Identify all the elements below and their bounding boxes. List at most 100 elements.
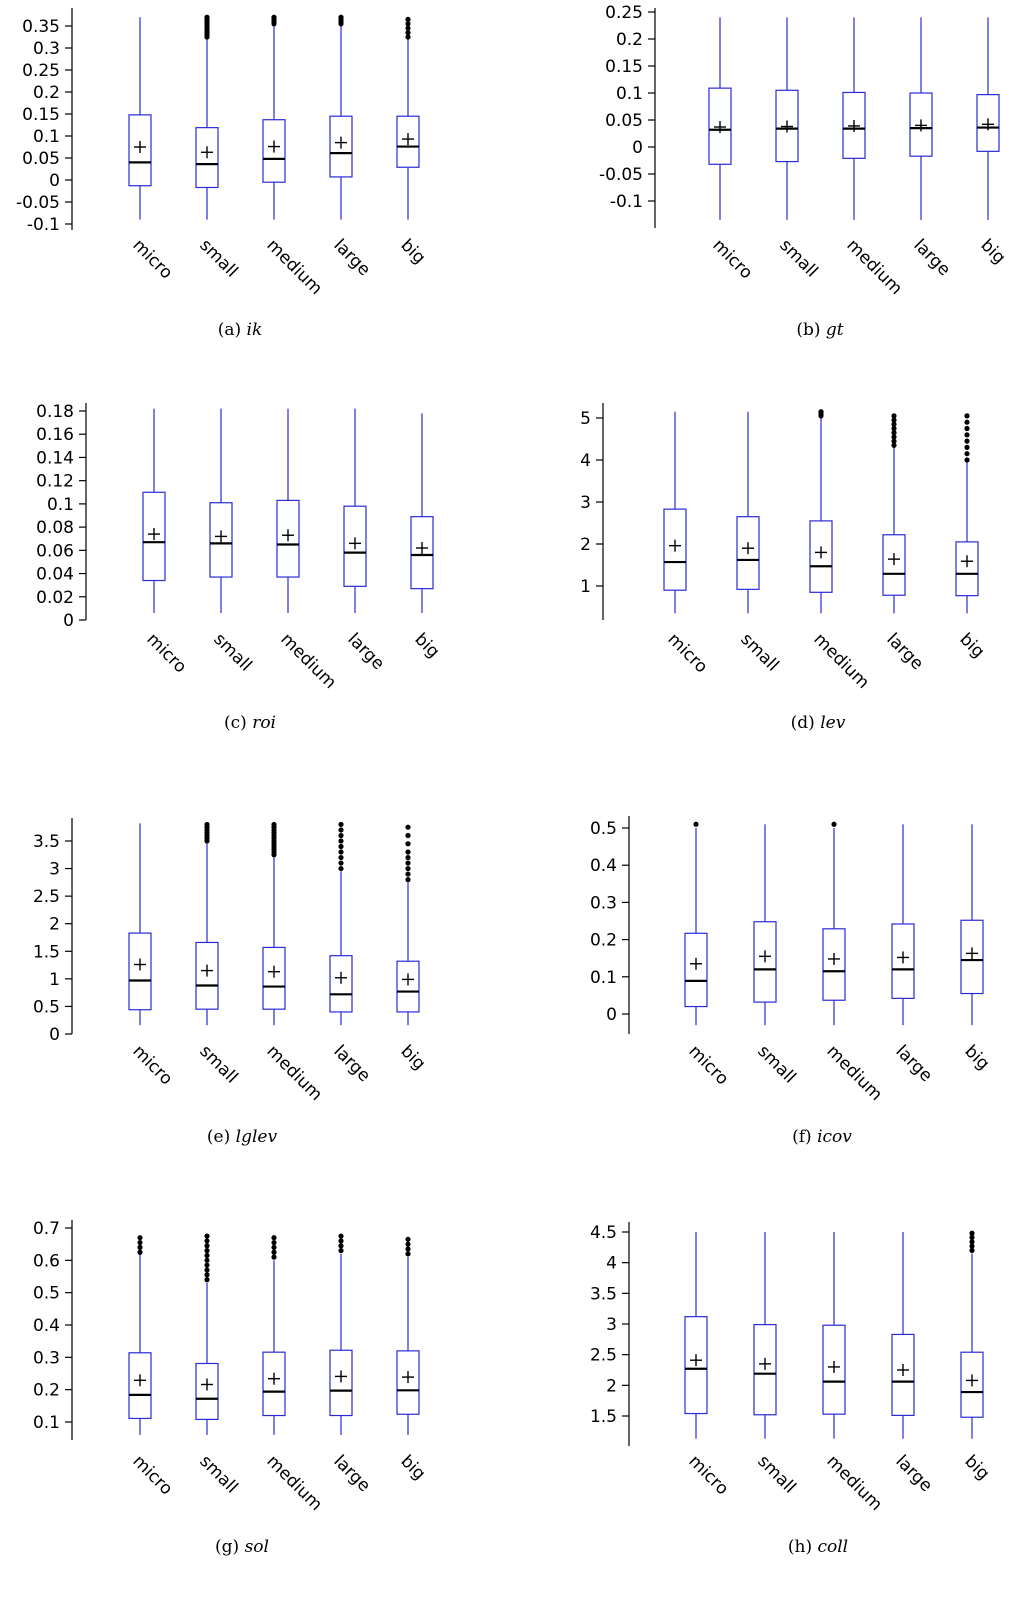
y-tick-label: 0.5 bbox=[590, 819, 617, 839]
panel-h: 1.5 2 2.5 3 3.5 4 4.5 micro small medium large big (… bbox=[590, 1222, 993, 1557]
outlier-point bbox=[891, 434, 897, 440]
category-label: medium bbox=[262, 1041, 326, 1105]
outlier-point bbox=[405, 860, 411, 866]
iqr-box bbox=[955, 541, 979, 597]
outlier-point bbox=[338, 1233, 344, 1239]
category-label: big bbox=[960, 1451, 993, 1484]
box-big: big bbox=[955, 413, 988, 662]
caption-variable: gt bbox=[826, 320, 844, 340]
outlier-point bbox=[271, 1239, 277, 1246]
category-label: big bbox=[410, 629, 443, 662]
category-label: medium bbox=[822, 1451, 886, 1515]
panel-b: -0.1 -0.05 0 0.05 0.1 0.15 0.2 0.25 micro small me… bbox=[599, 3, 1009, 340]
outlier-point bbox=[204, 1267, 210, 1273]
category-label: small bbox=[775, 235, 821, 281]
category-label: micro bbox=[708, 235, 756, 283]
iqr-box bbox=[842, 91, 866, 159]
outlier-point bbox=[964, 444, 970, 450]
y-tick-label: 0 bbox=[49, 1025, 60, 1045]
category-label: big bbox=[396, 1451, 429, 1484]
outlier-point bbox=[405, 841, 411, 847]
iqr-box bbox=[708, 87, 732, 165]
caption-prefix: (f) bbox=[792, 1127, 812, 1147]
box-big: big bbox=[396, 1236, 429, 1484]
y-tick-label: 1 bbox=[49, 970, 60, 990]
outlier-point bbox=[338, 827, 344, 833]
box-large: large bbox=[329, 821, 374, 1086]
category-label: micro bbox=[142, 629, 190, 677]
y-tick-label: 0.1 bbox=[590, 968, 617, 988]
panel-caption: (c) roi bbox=[224, 713, 276, 733]
panel-caption: (h) coll bbox=[788, 1537, 848, 1557]
outlier-point bbox=[338, 865, 344, 872]
y-tick-label: 0.3 bbox=[590, 893, 617, 913]
iqr-box bbox=[128, 114, 152, 187]
category-label: large bbox=[329, 1451, 374, 1496]
iqr-box bbox=[128, 1352, 152, 1420]
iqr-box bbox=[276, 499, 300, 578]
outlier-point bbox=[405, 824, 411, 830]
outlier-point bbox=[964, 413, 970, 419]
outlier-point bbox=[405, 1251, 411, 1257]
outlier-point bbox=[405, 16, 411, 22]
outlier-point bbox=[964, 425, 970, 432]
y-tick-label: 3.5 bbox=[33, 832, 60, 852]
category-label: micro bbox=[128, 235, 176, 283]
outlier-point bbox=[204, 1272, 210, 1278]
outlier-point bbox=[204, 1277, 210, 1283]
caption-prefix: (d) bbox=[791, 713, 815, 733]
box-big: big bbox=[960, 1230, 993, 1484]
iqr-box bbox=[822, 928, 846, 1001]
panel-g: 0.1 0.2 0.3 0.4 0.5 0.6 0.7 micro small medium lar… bbox=[33, 1219, 429, 1557]
outlier-point bbox=[891, 413, 897, 419]
outlier-point bbox=[271, 1249, 277, 1255]
box-micro: micro bbox=[663, 411, 711, 677]
outlier-point bbox=[338, 1243, 344, 1249]
iqr-box bbox=[684, 1316, 708, 1415]
panel-caption: (g) sol bbox=[215, 1537, 269, 1557]
y-tick-label: 0.2 bbox=[616, 30, 643, 50]
outlier-point bbox=[338, 1238, 344, 1244]
category-label: micro bbox=[684, 1451, 732, 1499]
category-label: small bbox=[753, 1041, 799, 1087]
outlier-point bbox=[405, 854, 411, 861]
y-tick-label: 0.4 bbox=[33, 1316, 60, 1336]
caption-prefix: (e) bbox=[207, 1127, 230, 1147]
y-tick-label: 0.06 bbox=[36, 541, 74, 561]
iqr-box bbox=[262, 946, 286, 1010]
y-tick-label: 0.35 bbox=[22, 17, 60, 37]
iqr-box bbox=[822, 1324, 846, 1415]
box-micro: micro bbox=[708, 17, 756, 283]
outlier-point bbox=[338, 838, 344, 844]
category-label: big bbox=[396, 1041, 429, 1074]
y-tick-label: 2 bbox=[49, 915, 60, 935]
y-tick-label: 1 bbox=[580, 577, 591, 597]
y-tick-label: -0.1 bbox=[27, 215, 60, 235]
y-tick-label: 1.5 bbox=[33, 942, 60, 962]
iqr-box bbox=[396, 960, 420, 1013]
category-label: small bbox=[195, 235, 241, 281]
iqr-box bbox=[209, 502, 233, 578]
iqr-box bbox=[753, 921, 777, 1003]
box-large: large bbox=[891, 824, 936, 1086]
category-label: small bbox=[753, 1451, 799, 1497]
outlier-point bbox=[338, 843, 344, 850]
category-label: micro bbox=[684, 1041, 732, 1089]
iqr-box bbox=[128, 932, 152, 1011]
y-tick-label: 0.3 bbox=[33, 1348, 60, 1368]
category-label: medium bbox=[842, 235, 906, 299]
iqr-box bbox=[329, 955, 353, 1013]
category-label: large bbox=[909, 235, 954, 280]
outlier-point bbox=[137, 1235, 143, 1241]
y-tick-label: 0.15 bbox=[605, 57, 643, 77]
y-tick-label: 5 bbox=[580, 409, 591, 429]
panel-caption: (d) lev bbox=[791, 713, 846, 733]
box-micro: micro bbox=[128, 17, 176, 283]
y-tick-label: 2.5 bbox=[590, 1346, 617, 1366]
y-tick-label: 0.25 bbox=[605, 3, 643, 23]
iqr-box bbox=[753, 1324, 777, 1416]
y-tick-label: 0 bbox=[63, 611, 74, 631]
y-tick-label: 3.5 bbox=[590, 1284, 617, 1304]
